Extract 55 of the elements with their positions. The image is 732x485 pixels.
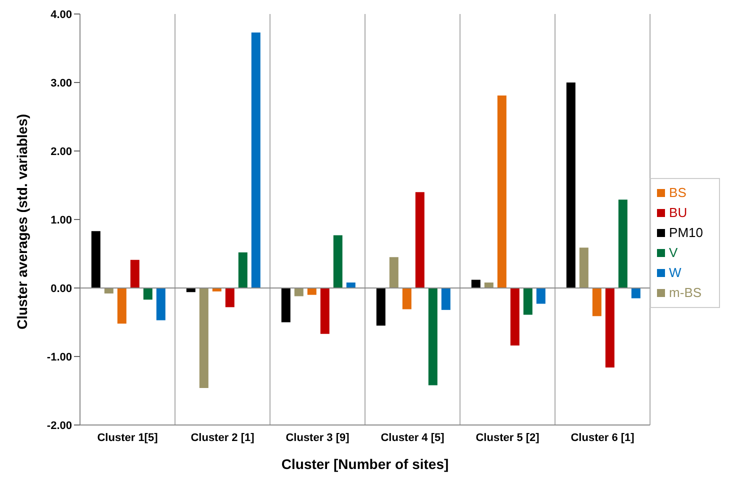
y-tick-label: -1.00: [46, 351, 72, 364]
bar: [618, 200, 628, 288]
legend-label: PM10: [669, 224, 703, 240]
bar: [143, 288, 152, 300]
bar: [579, 248, 588, 288]
bar: [130, 260, 140, 288]
bar: [91, 231, 100, 288]
bar: [523, 288, 532, 315]
x-axis-title: Cluster [Number of sites]: [281, 456, 449, 472]
bar: [441, 288, 450, 310]
legend-label: BU: [669, 204, 688, 220]
bar: [566, 82, 576, 288]
bar: [631, 288, 640, 298]
y-tick-label: 3.00: [50, 77, 72, 90]
bar: [225, 288, 234, 308]
bar: [117, 288, 126, 324]
bar: [605, 288, 614, 368]
bar: [402, 288, 412, 310]
bar: [199, 288, 208, 388]
bar: [281, 288, 290, 322]
bar: [389, 257, 398, 288]
legend-label: m-BS: [669, 284, 702, 300]
x-tick-label: Cluster 6 [1]: [570, 432, 635, 444]
bar: [415, 192, 424, 288]
bar: [592, 288, 602, 316]
bar: [156, 288, 166, 320]
bar: [428, 288, 438, 386]
legend-label: V: [669, 244, 678, 260]
y-tick-label: 0.00: [50, 282, 72, 295]
legend-label: W: [669, 264, 682, 280]
x-tick-label: Cluster 2 [1]: [190, 432, 255, 444]
bar: [376, 288, 386, 326]
bar: [346, 282, 356, 288]
x-tick-label: Cluster 4 [5]: [380, 432, 445, 444]
bar: [333, 235, 342, 288]
bar: [294, 288, 304, 296]
bar: [320, 288, 330, 334]
bar: [307, 288, 316, 295]
y-tick-label: 4.00: [50, 8, 72, 21]
bar: [536, 288, 546, 304]
bar: [471, 280, 480, 288]
y-axis-title: Cluster averages (std. variables): [14, 114, 30, 330]
y-tick-label: 1.00: [50, 214, 72, 226]
y-tick-label: 2.00: [50, 146, 72, 158]
x-tick-label: Cluster 3 [9]: [286, 432, 350, 444]
bar: [104, 288, 114, 294]
x-tick-label: Cluster 5 [2]: [476, 432, 540, 444]
bar: [251, 32, 260, 288]
bar: [510, 288, 520, 346]
y-tick-label: -2.00: [46, 420, 72, 432]
legend-label: BS: [669, 184, 686, 200]
bar: [497, 96, 506, 288]
x-tick-label: Cluster 1[5]: [97, 432, 158, 444]
bar: [238, 252, 248, 288]
bar: [484, 282, 494, 288]
